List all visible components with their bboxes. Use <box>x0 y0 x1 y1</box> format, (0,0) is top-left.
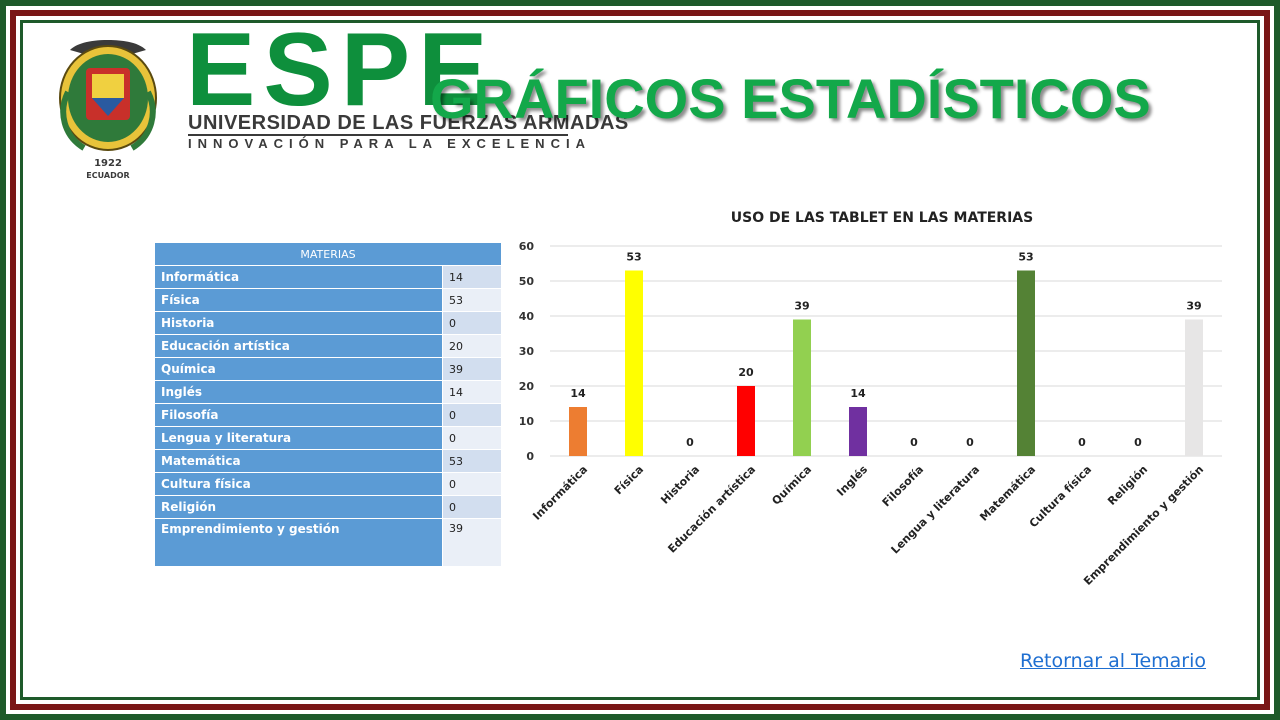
espe-wordmark: ESPE <box>186 12 496 128</box>
bar <box>849 407 867 456</box>
subject-name: Filosofía <box>154 403 443 427</box>
table-header: MATERIAS <box>154 242 502 266</box>
subject-value: 53 <box>442 288 502 312</box>
subject-name: Religión <box>154 495 443 519</box>
subject-name: Educación artística <box>154 334 443 358</box>
seal-year: 1922 <box>94 158 122 169</box>
category-label: Religión <box>1105 463 1150 508</box>
data-label: 0 <box>1134 436 1142 449</box>
table-row: Religión 0 <box>154 495 502 519</box>
category-label: Química <box>769 463 814 508</box>
chart-title: USO DE LAS TABLET EN LAS MATERIAS <box>731 210 1033 226</box>
subject-name: Física <box>154 288 443 312</box>
category-label: Filosofía <box>880 463 926 509</box>
subject-name: Historia <box>154 311 443 335</box>
bar <box>625 270 643 456</box>
category-label: Informática <box>530 463 590 523</box>
data-label: 39 <box>794 300 809 313</box>
y-tick-label: 10 <box>519 415 535 428</box>
subject-value: 0 <box>442 472 502 496</box>
table-row: Matemática 53 <box>154 449 502 473</box>
table-row: Inglés 14 <box>154 380 502 404</box>
data-label: 53 <box>626 251 641 264</box>
subject-name: Inglés <box>154 380 443 404</box>
data-label: 20 <box>738 366 754 379</box>
subject-name: Informática <box>154 265 443 289</box>
subject-name: Matemática <box>154 449 443 473</box>
table-row: Física 53 <box>154 288 502 312</box>
subject-name: Química <box>154 357 443 381</box>
bar-chart: USO DE LAS TABLET EN LAS MATERIAS 0 10 20 3… <box>519 210 1222 588</box>
data-label: 14 <box>570 387 586 400</box>
table-row: Cultura física 0 <box>154 472 502 496</box>
category-label: Inglés <box>834 463 870 499</box>
page-title: GRÁFICOS ESTADÍSTICOS <box>430 67 1151 130</box>
university-seal-icon: 1922 ECUADOR <box>59 40 157 180</box>
table-header-row: MATERIAS <box>154 242 502 266</box>
data-label: 0 <box>910 436 918 449</box>
return-to-syllabus-link[interactable]: Retornar al Temario <box>1020 650 1207 672</box>
table-row: Historia 0 <box>154 311 502 335</box>
table-row: Informática 14 <box>154 265 502 289</box>
data-label: 39 <box>1186 300 1201 313</box>
category-label: Física <box>612 463 646 497</box>
category-label: Historia <box>658 463 702 507</box>
seal-country: ECUADOR <box>86 171 129 180</box>
y-tick-label: 50 <box>519 275 535 288</box>
bar <box>1017 270 1035 456</box>
subject-name: Lengua y literatura <box>154 426 443 450</box>
data-label: 0 <box>686 436 694 449</box>
table-row: Química 39 <box>154 357 502 381</box>
table-row: Educación artística 20 <box>154 334 502 358</box>
subjects-table: MATERIAS Informática 14 Física 53 Historia… <box>154 242 502 567</box>
subject-value: 14 <box>442 380 502 404</box>
y-tick-label: 0 <box>526 450 534 463</box>
data-label: 14 <box>850 387 866 400</box>
bar <box>793 319 811 456</box>
subject-value: 53 <box>442 449 502 473</box>
logo-divider <box>188 134 568 136</box>
subject-value: 20 <box>442 334 502 358</box>
bar <box>1185 319 1203 456</box>
subject-name: Cultura física <box>154 472 443 496</box>
table-row: Filosofía 0 <box>154 403 502 427</box>
y-tick-label: 60 <box>519 240 535 253</box>
data-label: 0 <box>966 436 974 449</box>
data-label: 53 <box>1018 251 1033 264</box>
subject-value: 14 <box>442 265 502 289</box>
inner-green-border <box>20 20 1260 700</box>
subject-name: Emprendimiento y gestión <box>154 518 443 567</box>
y-tick-label: 20 <box>519 380 535 393</box>
table-row: Lengua y literatura 0 <box>154 426 502 450</box>
category-label: Matemática <box>977 463 1038 524</box>
subject-value: 39 <box>442 518 502 567</box>
subject-value: 39 <box>442 357 502 381</box>
subject-value: 0 <box>442 311 502 335</box>
maroon-border <box>10 10 1270 710</box>
category-label: Emprendimiento y gestión <box>1081 463 1206 588</box>
y-tick-label: 30 <box>519 345 535 358</box>
university-tagline: INNOVACIÓN PARA LA EXCELENCIA <box>188 136 591 151</box>
table-row: Emprendimiento y gestión 39 <box>154 518 502 567</box>
subject-value: 0 <box>442 426 502 450</box>
data-label: 0 <box>1078 436 1086 449</box>
university-name: UNIVERSIDAD DE LAS FUERZAS ARMADAS <box>188 112 629 134</box>
bar <box>569 407 587 456</box>
subject-value: 0 <box>442 403 502 427</box>
bar <box>737 386 755 456</box>
y-tick-label: 40 <box>519 310 535 323</box>
espe-logo: 1922 ECUADOR ESPE UNIVERSIDAD DE LAS FUE… <box>40 18 630 226</box>
subject-value: 0 <box>442 495 502 519</box>
